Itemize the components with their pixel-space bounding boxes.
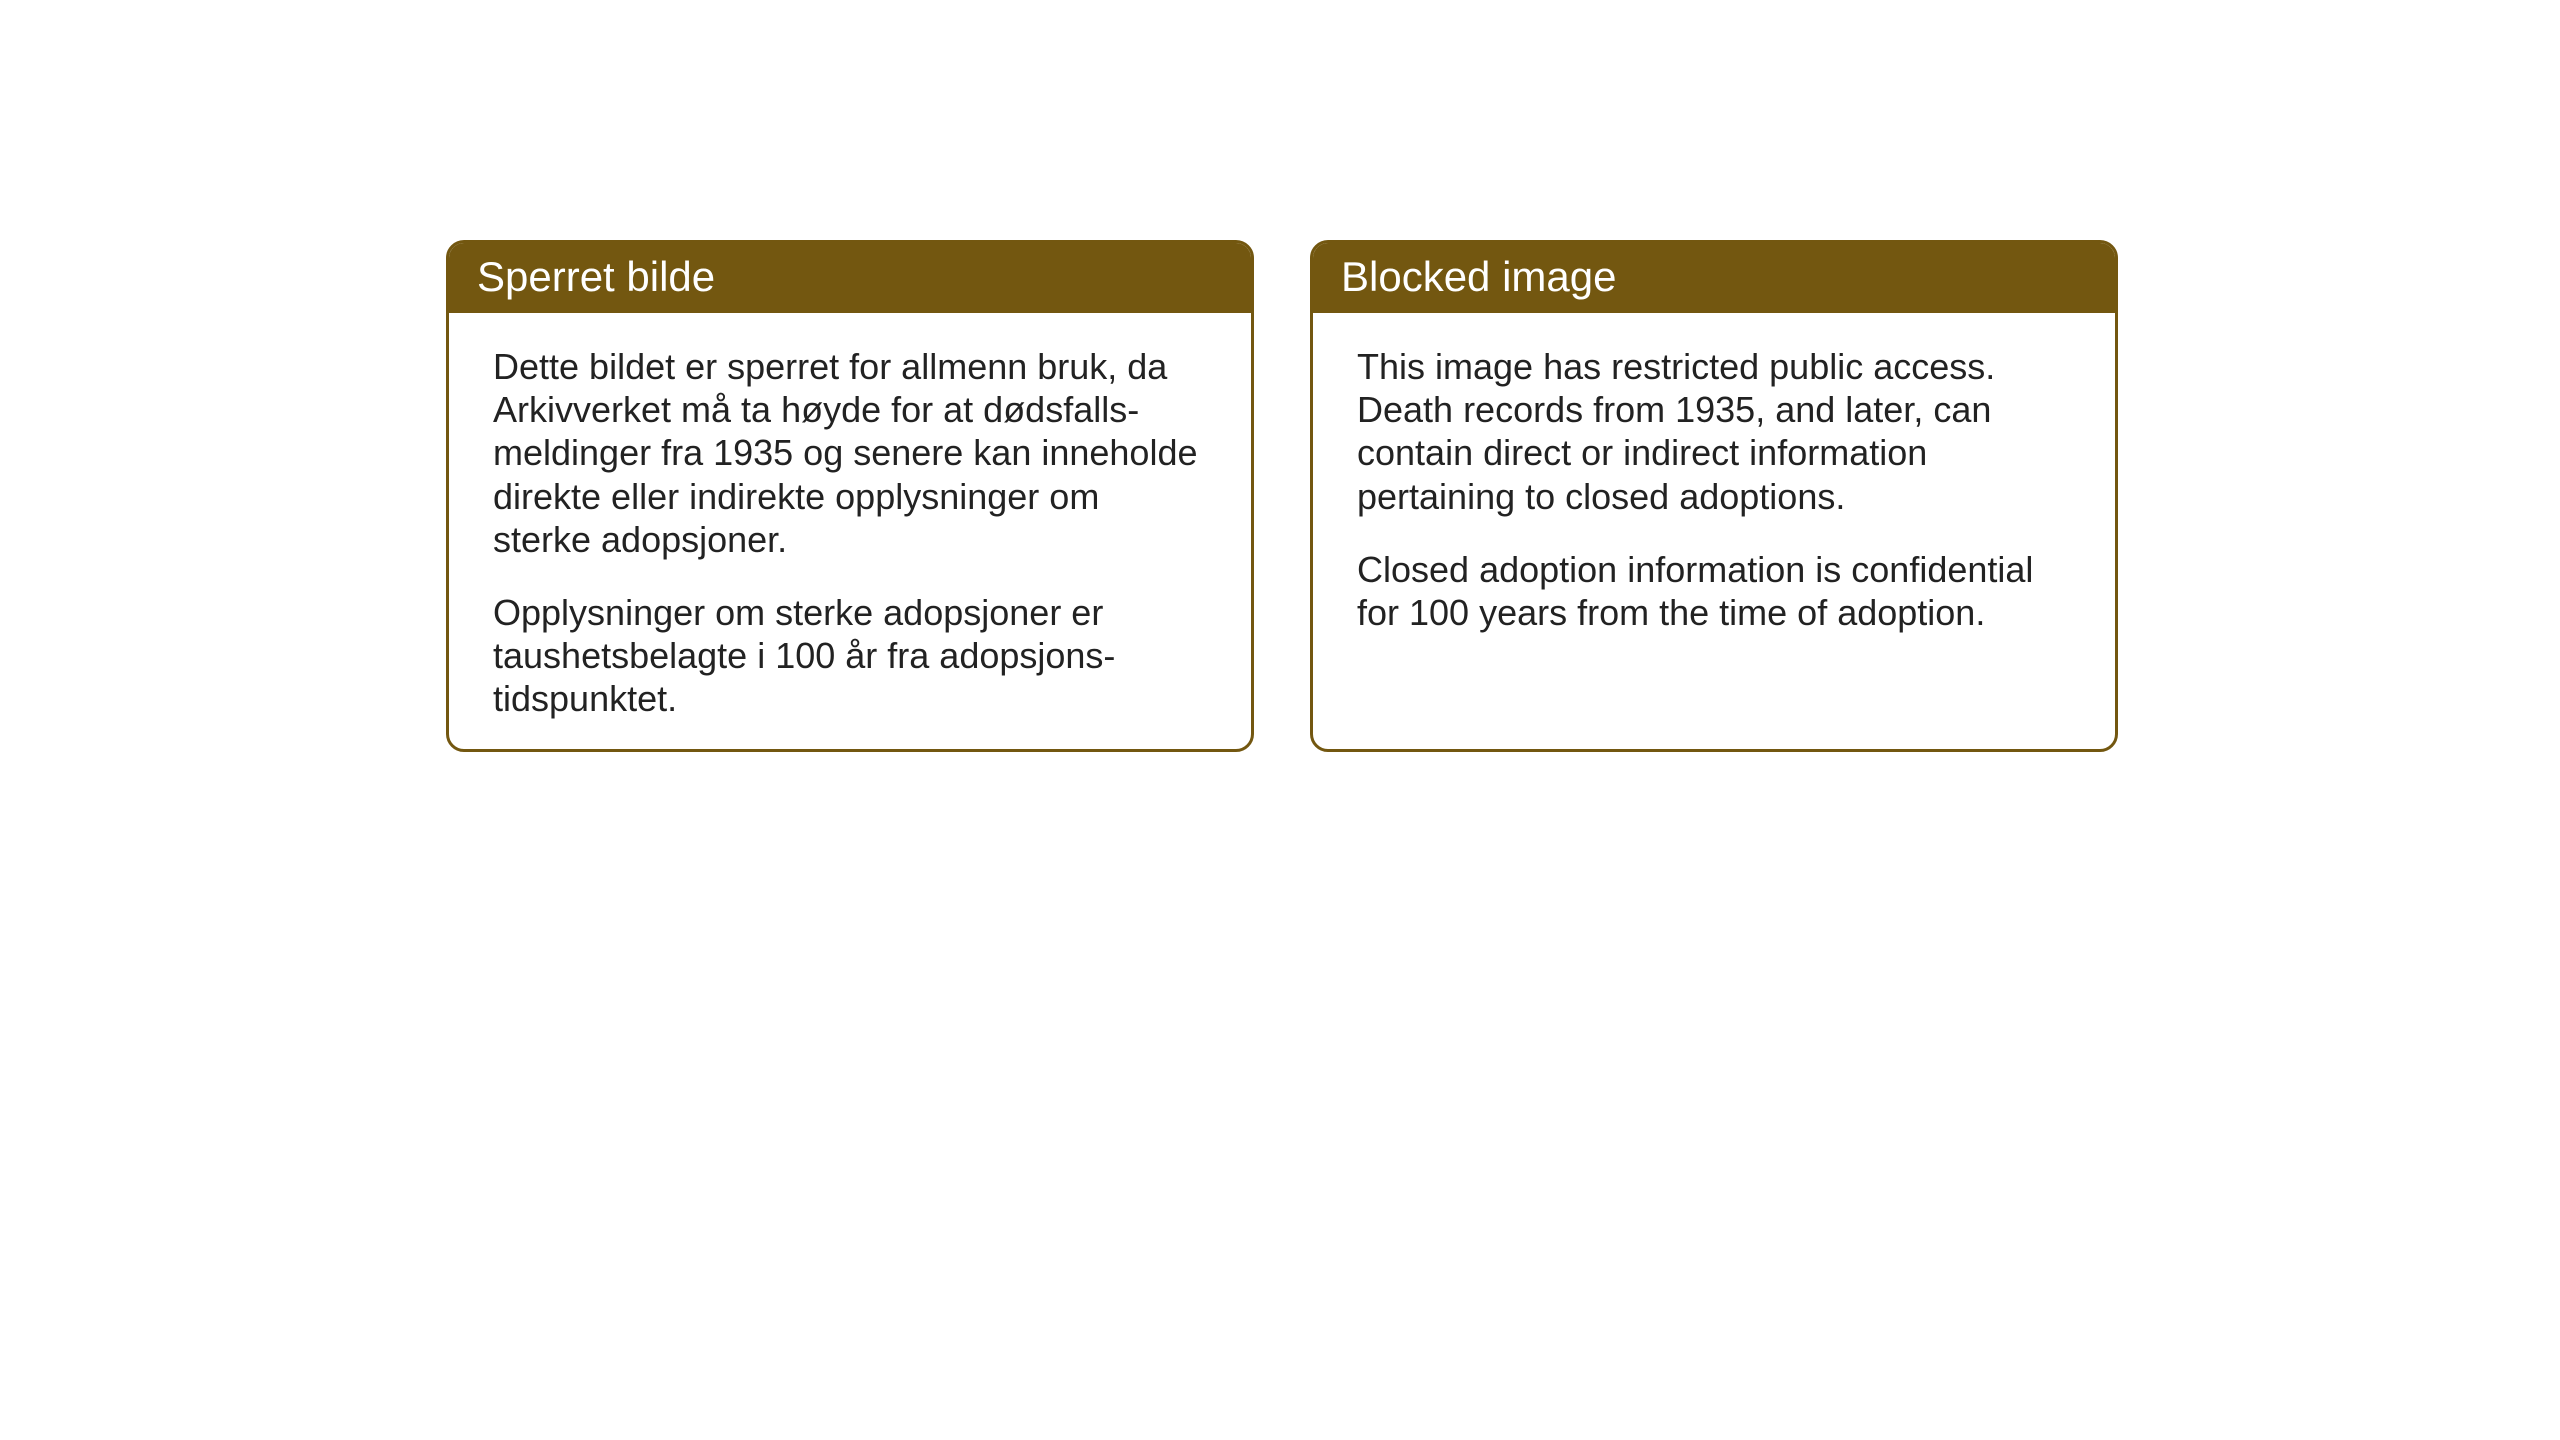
paragraph-2-english: Closed adoption information is confident… [1357, 548, 2071, 634]
card-english: Blocked image This image has restricted … [1310, 240, 2118, 752]
card-header-english: Blocked image [1313, 243, 2115, 313]
card-header-norwegian: Sperret bilde [449, 243, 1251, 313]
paragraph-1-english: This image has restricted public access.… [1357, 345, 2071, 518]
card-title-norwegian: Sperret bilde [477, 253, 715, 300]
card-body-english: This image has restricted public access.… [1313, 313, 2115, 674]
paragraph-2-norwegian: Opplysninger om sterke adopsjoner er tau… [493, 591, 1207, 721]
paragraph-1-norwegian: Dette bildet er sperret for allmenn bruk… [493, 345, 1207, 561]
cards-container: Sperret bilde Dette bildet er sperret fo… [446, 240, 2118, 752]
card-body-norwegian: Dette bildet er sperret for allmenn bruk… [449, 313, 1251, 752]
card-norwegian: Sperret bilde Dette bildet er sperret fo… [446, 240, 1254, 752]
card-title-english: Blocked image [1341, 253, 1616, 300]
